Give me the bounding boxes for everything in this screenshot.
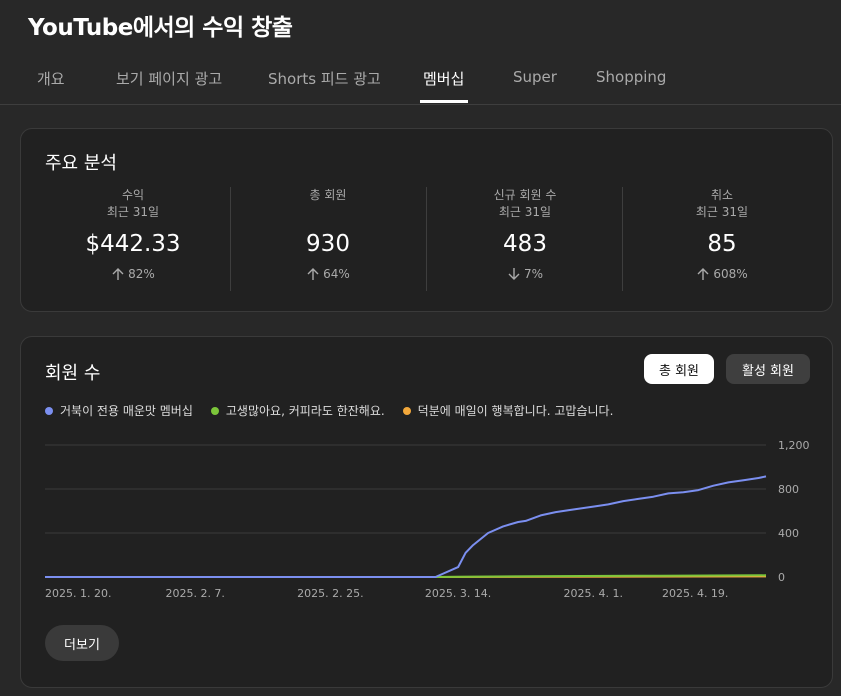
- legend-label: 고생많아요, 커피라도 한잔해요.: [225, 404, 385, 418]
- metric-change-value: 608%: [713, 267, 748, 281]
- x-tick-label: 2025. 4. 1.: [564, 587, 623, 600]
- arrow-down-icon: [508, 268, 520, 280]
- metric-period: 최근 31일: [498, 205, 552, 219]
- legend-dot: [210, 406, 219, 415]
- metric-label: 총 회원: [309, 188, 347, 202]
- metric-change-value: 82%: [128, 267, 155, 281]
- metric-change: 64%: [230, 267, 426, 281]
- y-tick-label: 800: [778, 483, 799, 496]
- metric-period: 최근 31일: [695, 205, 749, 219]
- x-tick-label: 2025. 3. 14.: [425, 587, 491, 600]
- x-tick-label: 2025. 1. 20.: [45, 587, 111, 600]
- metric-divider: [622, 187, 623, 291]
- metric-new-members[interactable]: 신규 회원 수 최근 31일 483 7%: [427, 187, 623, 281]
- series-line: [45, 475, 767, 578]
- metric-change: 82%: [35, 267, 231, 281]
- metric-total-members[interactable]: 총 회원 930 64%: [230, 187, 426, 281]
- x-tick-label: 2025. 2. 25.: [297, 587, 363, 600]
- tab-memberships[interactable]: 멤버십: [423, 70, 465, 88]
- active-tab-indicator: [420, 100, 468, 103]
- total-members-toggle[interactable]: 총 회원: [644, 354, 714, 384]
- metric-label: 취소: [710, 188, 734, 202]
- metric-value: $442.33: [85, 231, 181, 257]
- page-title: YouTube에서의 수익 창출: [28, 15, 293, 41]
- metric-revenue[interactable]: 수익 최근 31일 $442.33 82%: [35, 187, 231, 281]
- y-tick-label: 0: [778, 571, 785, 584]
- legend-dot: [45, 406, 53, 415]
- key-analysis-title: 주요 분석: [45, 153, 117, 174]
- members-chart: 0 400 800 1,200 2025. 1. 20. 2025. 2. 7. 2025.…: [45, 439, 810, 600]
- metric-value: 85: [707, 231, 737, 257]
- metric-period: [230, 204, 426, 221]
- tab-super[interactable]: Super: [513, 68, 557, 86]
- members-title: 회원 수: [45, 363, 101, 384]
- metric-change: 608%: [624, 267, 820, 281]
- active-members-toggle[interactable]: 활성 회원: [726, 354, 810, 384]
- tab-shorts-feed-ads[interactable]: Shorts 피드 광고: [268, 70, 381, 88]
- arrow-up-icon: [307, 268, 319, 280]
- metric-period: 최근 31일: [106, 205, 160, 219]
- metric-divider: [230, 187, 231, 291]
- legend-label: 덕분에 매일이 행복합니다. 고맙습니다.: [417, 404, 614, 418]
- tab-watch-page-ads[interactable]: 보기 페이지 광고: [116, 70, 223, 88]
- legend-item[interactable]: 덕분에 매일이 행복합니다. 고맙습니다.: [402, 402, 614, 419]
- tab-shopping[interactable]: Shopping: [596, 68, 667, 86]
- tab-overview[interactable]: 개요: [37, 70, 65, 88]
- tab-bar: 개요 보기 페이지 광고 Shorts 피드 광고 멤버십 Super Shop…: [0, 56, 841, 105]
- metric-label: 수익: [121, 188, 145, 202]
- y-tick-label: 1,200: [778, 439, 810, 452]
- metric-label: 신규 회원 수: [493, 188, 557, 202]
- metric-change-value: 64%: [323, 267, 350, 281]
- legend-item[interactable]: 거북이 전용 매운맛 멤버십: [45, 402, 193, 419]
- key-analysis-card: 주요 분석 수익 최근 31일 $442.33 82% 총 회원 930 64%…: [20, 128, 833, 312]
- legend-item[interactable]: 고생많아요, 커피라도 한잔해요.: [210, 402, 385, 419]
- x-tick-label: 2025. 4. 19.: [662, 587, 728, 600]
- metric-value: 930: [306, 231, 350, 257]
- metric-change: 7%: [427, 267, 623, 281]
- arrow-up-icon: [112, 268, 124, 280]
- more-button[interactable]: 더보기: [45, 625, 119, 661]
- arrow-up-icon: [697, 268, 709, 280]
- chart-legend: 거북이 전용 매운맛 멤버십 고생많아요, 커피라도 한잔해요. 덕분에 매일이…: [45, 402, 613, 419]
- x-tick-label: 2025. 2. 7.: [165, 587, 224, 600]
- metric-change-value: 7%: [523, 267, 544, 281]
- metric-divider: [426, 187, 427, 291]
- legend-dot: [402, 406, 411, 415]
- metric-cancellations[interactable]: 취소 최근 31일 85 608%: [624, 187, 820, 281]
- metric-value: 483: [503, 231, 547, 257]
- members-card: 회원 수 총 회원 활성 회원 거북이 전용 매운맛 멤버십 고생많아요, 커피…: [20, 336, 833, 688]
- y-tick-label: 400: [778, 527, 799, 540]
- legend-label: 거북이 전용 매운맛 멤버십: [60, 404, 193, 418]
